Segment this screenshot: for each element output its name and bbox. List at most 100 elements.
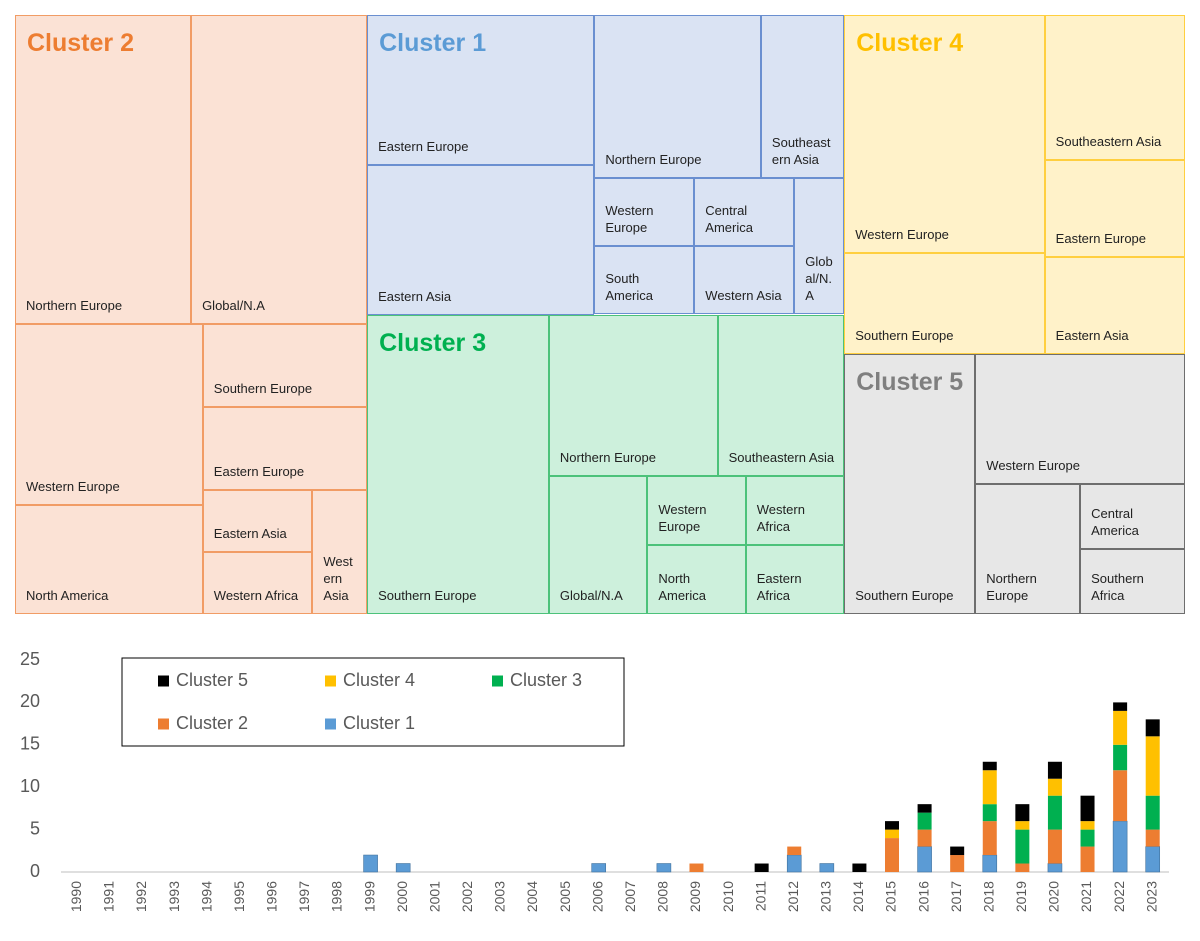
x-tick-label: 2016 (915, 881, 931, 912)
cell-label: Western Europe (855, 226, 949, 242)
x-tick-label: 2010 (720, 881, 736, 912)
treemap-cell: South America (594, 246, 695, 315)
treemap-cell: Northern Europe (548, 314, 718, 476)
bar (1145, 829, 1160, 847)
treemap-cell: Western Asia (312, 489, 368, 614)
cell-label: Northern Europe (986, 570, 1037, 603)
x-tick-label: 2001 (426, 881, 442, 912)
legend-swatch (158, 718, 169, 730)
y-tick-label: 5 (30, 818, 40, 838)
y-tick-label: 25 (20, 649, 40, 669)
bar (982, 770, 997, 805)
legend-swatch (158, 675, 169, 687)
bar (1113, 744, 1128, 771)
bar (1080, 829, 1095, 847)
treemap-cell: Eastern Africa (745, 544, 845, 614)
x-tick-label: 2014 (850, 881, 866, 912)
bar (786, 854, 802, 873)
x-tick-label: 2009 (687, 881, 703, 912)
treemap-cell: Global/N.A (548, 475, 648, 614)
treemap-cell: Southern Europe (202, 324, 368, 407)
x-tick-label: 1999 (361, 881, 377, 912)
bar (395, 863, 411, 873)
bar (819, 863, 835, 873)
cell-label: Eastern Europe (1055, 231, 1147, 247)
bar (1080, 846, 1095, 872)
bar (656, 863, 672, 873)
treemap-cell: Western Europe (594, 178, 695, 247)
treemap-cell: Southern Europe (844, 252, 1045, 355)
bar (982, 821, 997, 856)
cluster-label: Cluster 4 (856, 29, 964, 57)
legend-box (121, 657, 625, 747)
y-tick-label: 0 (30, 861, 40, 881)
bar (917, 804, 932, 813)
treemap-cell: Northern Europe (15, 15, 192, 325)
cell-label: Northern Europe (605, 152, 702, 168)
cell-label: Southern Europe (378, 588, 477, 603)
bar (1047, 863, 1063, 873)
treemap-cell: Southeastern Asia (1044, 15, 1185, 161)
x-tick-label: 2013 (818, 881, 834, 912)
x-tick-label: 1994 (198, 881, 214, 912)
bar (917, 846, 932, 873)
cell-label: Southeastern Asia (771, 135, 831, 168)
x-tick-label: 1995 (231, 881, 247, 912)
treemap-cell: Central America (694, 178, 795, 247)
x-tick-label: 2012 (785, 881, 801, 912)
x-tick-label: 2020 (1046, 881, 1062, 912)
legend-label: Cluster 3 (510, 670, 582, 690)
cell-label: Southern Europe (855, 328, 954, 344)
cell-label: Southern Africa (1091, 570, 1144, 603)
legend-swatch (325, 718, 336, 730)
cell-label: North America (658, 570, 707, 603)
cell-label: Northern Europe (26, 298, 123, 314)
bar (982, 761, 997, 771)
bar (1047, 795, 1062, 830)
cell-label: Eastern Asia (213, 525, 287, 541)
cell-label: Western Asia (705, 288, 782, 304)
cell-label: Western Europe (986, 458, 1080, 474)
treemap-cell: North America (15, 505, 203, 614)
bar (917, 812, 932, 830)
legend-label: Cluster 1 (343, 713, 415, 733)
bar (787, 846, 802, 856)
treemap-cell: Global/N.A (191, 15, 368, 325)
cluster-label: Cluster 3 (379, 328, 487, 357)
x-tick-label: 2000 (394, 881, 410, 912)
bar (1113, 770, 1128, 822)
x-tick-label: 1991 (101, 881, 117, 912)
x-tick-label: 2022 (1111, 881, 1127, 912)
cell-label: Southeastern Asia (728, 449, 835, 465)
cell-label: Global/N.A (202, 298, 265, 314)
legend-label: Cluster 4 (343, 670, 415, 690)
bar (1080, 795, 1095, 822)
bar (1113, 702, 1128, 711)
y-tick-label: 10 (20, 776, 40, 796)
legend-swatch (325, 675, 336, 687)
x-tick-label: 2007 (622, 881, 638, 912)
x-tick-label: 2003 (492, 881, 508, 912)
treemap-cell: Southeastern Asia (760, 15, 845, 179)
x-tick-label: 2019 (1013, 881, 1029, 912)
x-tick-label: 2015 (883, 881, 899, 912)
treemap-cell: Eastern Europe (367, 15, 595, 165)
cell-label: Southeastern Asia (1055, 134, 1162, 150)
cluster-label: Cluster 5 (856, 368, 964, 397)
bar (1047, 829, 1062, 864)
cell-label: North America (26, 587, 109, 603)
cell-label: Western Europe (605, 203, 654, 236)
cell-label: Northern Europe (559, 449, 656, 465)
cell-label: Eastern Europe (213, 463, 305, 479)
x-tick-label: 2008 (655, 881, 671, 912)
cluster-label: Cluster 1 (379, 29, 487, 57)
bar (885, 821, 899, 830)
treemap-cell: Eastern Asia (367, 164, 595, 315)
bar (1080, 821, 1095, 830)
cell-label: Southern Europe (855, 587, 954, 603)
cell-label: Western Africa (756, 501, 805, 534)
x-tick-label: 1997 (296, 881, 312, 912)
x-tick-label: 1998 (329, 881, 345, 912)
